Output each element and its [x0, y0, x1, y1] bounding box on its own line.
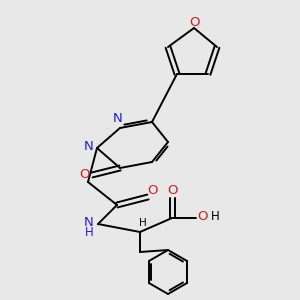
- Text: H: H: [85, 226, 93, 238]
- Text: N: N: [84, 215, 94, 229]
- Text: O: O: [198, 211, 208, 224]
- Text: O: O: [148, 184, 158, 196]
- Text: N: N: [113, 112, 123, 124]
- Text: O: O: [79, 167, 89, 181]
- Text: H: H: [211, 211, 219, 224]
- Text: N: N: [84, 140, 94, 152]
- Text: H: H: [139, 218, 147, 228]
- Text: O: O: [189, 16, 199, 28]
- Text: O: O: [167, 184, 177, 196]
